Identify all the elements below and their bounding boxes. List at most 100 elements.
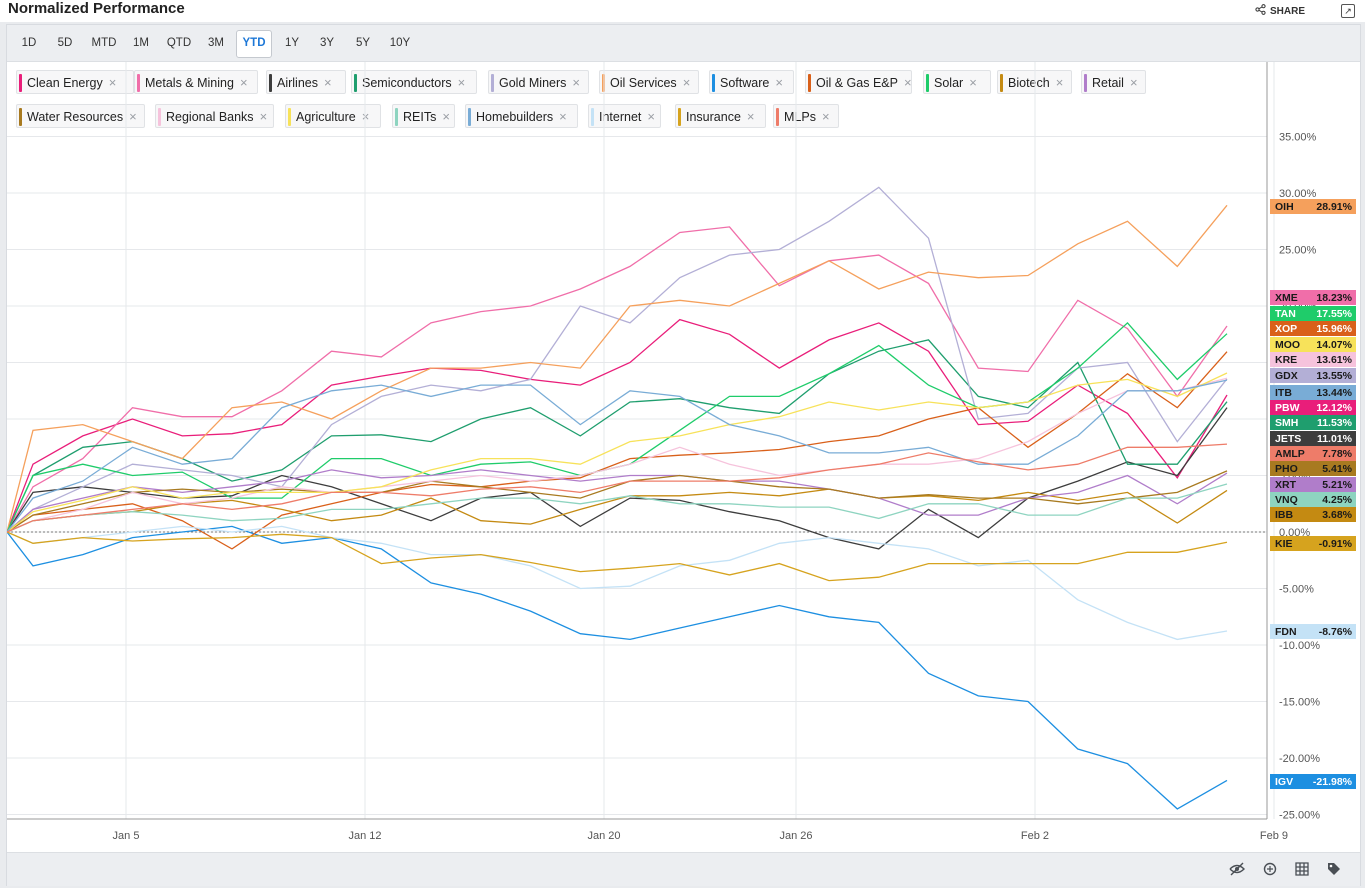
close-icon[interactable]: × <box>108 75 117 90</box>
y-tick-label: 35.00% <box>1279 132 1317 144</box>
value-tag-ticker: OIH <box>1275 201 1294 213</box>
legend-chip-pho[interactable]: Water Resources × <box>16 104 145 128</box>
timeframe-qtd-button[interactable]: QTD <box>166 37 192 49</box>
legend-chip-xop[interactable]: Oil & Gas E&P × <box>805 70 912 94</box>
legend-chip-igv[interactable]: Software × <box>709 70 794 94</box>
legend-label: Software <box>720 76 770 90</box>
value-tag-value: 13.55% <box>1316 370 1352 382</box>
value-tag-value: 17.55% <box>1316 308 1352 320</box>
legend-chip-jets[interactable]: Airlines × <box>266 70 346 94</box>
value-tag-value: 11.01% <box>1317 433 1353 445</box>
timeframe-ytd-button[interactable]: YTD <box>236 30 272 58</box>
close-icon[interactable]: × <box>572 75 580 90</box>
series-line-moo[interactable] <box>7 372 1228 533</box>
legend-chip-vnq[interactable]: REITs × <box>392 104 455 128</box>
series-line-pho[interactable] <box>7 470 1228 533</box>
timeframe-1m-button[interactable]: 1M <box>133 37 149 49</box>
chart-svg[interactable]: 35.00%30.00%25.00%20.00%15.00%10.00%5.00… <box>7 62 1360 852</box>
timeframe-5d-button[interactable]: 5D <box>57 37 73 49</box>
close-icon[interactable]: × <box>647 109 655 124</box>
grid-icon[interactable] <box>1294 861 1310 877</box>
series-line-vnq[interactable] <box>7 483 1228 533</box>
series-line-itb[interactable] <box>7 379 1228 533</box>
timeframe-mtd-button[interactable]: MTD <box>91 37 117 49</box>
close-icon[interactable]: × <box>969 75 977 90</box>
timeframe-10y-button[interactable]: 10Y <box>389 37 411 49</box>
series-line-kre[interactable] <box>7 377 1228 533</box>
series-line-xop[interactable] <box>7 351 1228 550</box>
close-icon[interactable]: × <box>324 75 332 90</box>
close-icon[interactable]: × <box>682 75 691 90</box>
series-line-igv[interactable] <box>7 525 1228 810</box>
legend-chip-pbw[interactable]: Clean Energy × <box>16 70 134 94</box>
legend-chip-itb[interactable]: Homebuilders × <box>465 104 578 128</box>
legend-chip-tan[interactable]: Solar × <box>923 70 991 94</box>
y-tick-label: 30.00% <box>1279 188 1317 200</box>
close-icon[interactable]: × <box>903 75 912 90</box>
close-icon[interactable]: × <box>559 109 567 124</box>
timeframe-5y-button[interactable]: 5Y <box>355 37 371 49</box>
value-tag-value: 7.78% <box>1322 448 1352 460</box>
series-line-pbw[interactable] <box>7 318 1228 533</box>
value-tag-bg <box>1270 431 1356 446</box>
legend-chip-xme[interactable]: Metals & Mining × <box>134 70 258 94</box>
close-icon[interactable]: × <box>239 75 248 90</box>
expand-icon[interactable]: ↗ <box>1341 4 1355 18</box>
legend-chip-smh[interactable]: Semiconductors × <box>351 70 477 94</box>
series-line-xme[interactable] <box>7 226 1228 533</box>
value-tag-bg <box>1270 385 1356 400</box>
legend-swatch <box>158 108 161 126</box>
legend-chip-xrt[interactable]: Retail × <box>1081 70 1146 94</box>
close-icon[interactable]: × <box>442 109 450 124</box>
series-line-xrt[interactable] <box>7 469 1228 533</box>
close-icon[interactable]: × <box>129 109 137 124</box>
zoom-reset-icon[interactable] <box>1262 861 1278 877</box>
x-tick-label: Jan 12 <box>348 830 381 842</box>
legend-label: Metals & Mining <box>145 76 234 90</box>
legend-chip-gdx[interactable]: Gold Miners × <box>488 70 589 94</box>
tag-icon[interactable] <box>1326 861 1342 877</box>
legend-swatch <box>269 74 272 92</box>
close-icon[interactable]: × <box>259 109 268 124</box>
value-tag-gdx: GDX 13.55% <box>1270 368 1356 383</box>
value-tag-smh: SMH 11.53% <box>1270 415 1356 430</box>
close-icon[interactable]: × <box>1055 75 1064 90</box>
series-line-kie[interactable] <box>7 531 1228 582</box>
hide-lines-icon[interactable] <box>1229 861 1245 877</box>
close-icon[interactable]: × <box>1129 75 1138 90</box>
value-tag-bg <box>1270 507 1356 522</box>
series-line-smh[interactable] <box>7 339 1228 533</box>
series-line-amlp[interactable] <box>7 443 1228 533</box>
value-tag-ticker: VNQ <box>1275 494 1298 506</box>
legend-label: Solar <box>934 76 964 90</box>
timeframe-1y-button[interactable]: 1Y <box>284 37 300 49</box>
close-icon[interactable]: × <box>775 75 783 90</box>
timeframe-3m-button[interactable]: 3M <box>208 37 224 49</box>
legend-swatch <box>288 108 291 126</box>
legend-chip-kie[interactable]: Insurance × <box>675 104 766 128</box>
value-tag-bg <box>1270 415 1356 430</box>
value-tag-value: -0.91% <box>1319 538 1353 550</box>
value-tag-bg <box>1270 492 1356 507</box>
series-line-oih[interactable] <box>7 204 1228 533</box>
close-icon[interactable]: × <box>361 109 370 124</box>
series-line-fdn[interactable] <box>7 525 1228 641</box>
chart-panel: 1D 5D MTD 1M QTD 3M YTD 1Y 3Y 5Y 10Y Clean Energy ×… <box>6 24 1361 886</box>
series-line-gdx[interactable] <box>7 186 1228 533</box>
value-tag-bg <box>1270 624 1356 639</box>
value-tag-ticker: MOO <box>1275 339 1300 351</box>
share-button[interactable]: SHARE <box>1255 4 1305 18</box>
legend-chip-amlp[interactable]: MLPs × <box>773 104 839 128</box>
y-tick-label: -25.00% <box>1279 810 1320 822</box>
close-icon[interactable]: × <box>821 109 830 124</box>
close-icon[interactable]: × <box>457 75 466 90</box>
timeframe-3y-button[interactable]: 3Y <box>319 37 335 49</box>
series-line-tan[interactable] <box>7 321 1228 533</box>
legend-swatch <box>776 108 779 126</box>
legend-chip-kre[interactable]: Regional Banks × <box>155 104 274 128</box>
legend-label: MLPs <box>784 110 816 124</box>
legend-swatch <box>712 74 715 92</box>
legend-chip-fdn[interactable]: Internet × <box>588 104 661 128</box>
close-icon[interactable]: × <box>746 109 755 124</box>
timeframe-1d-button[interactable]: 1D <box>21 37 37 49</box>
